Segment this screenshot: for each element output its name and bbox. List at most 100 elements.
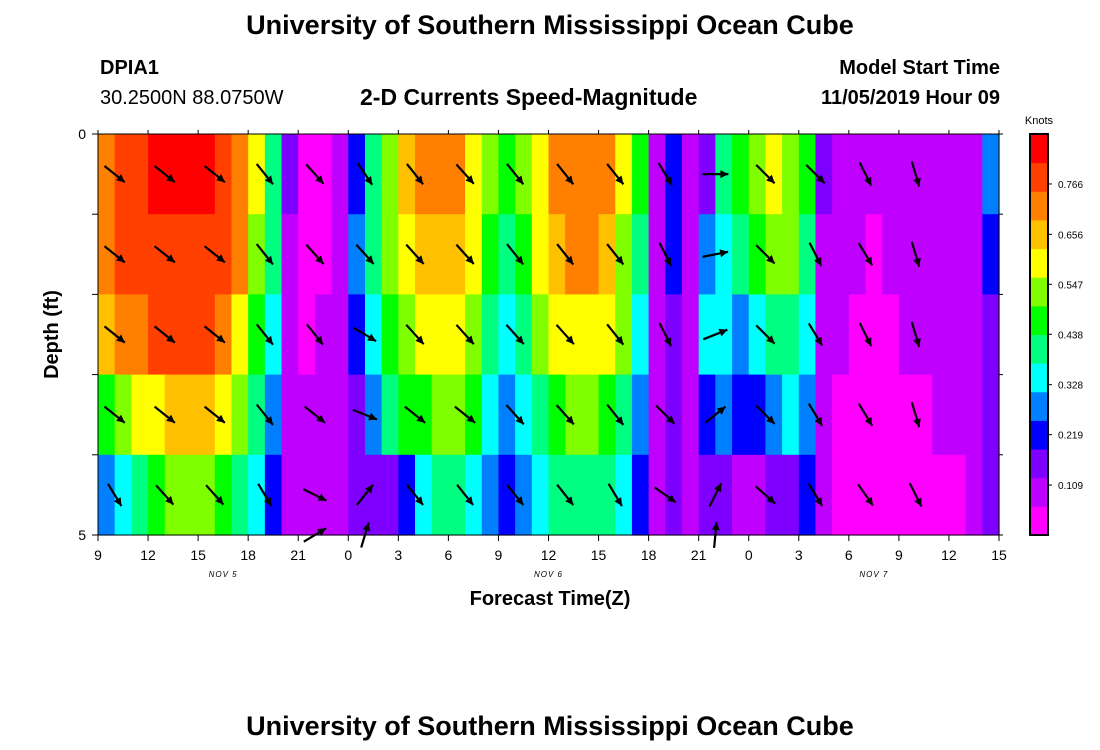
arrow-head bbox=[316, 414, 326, 423]
heatmap-cell bbox=[448, 134, 466, 215]
heatmap-cell bbox=[932, 454, 950, 536]
heatmap-cell bbox=[598, 294, 616, 376]
colorbar-swatch bbox=[1030, 477, 1048, 507]
current-arrow bbox=[702, 328, 728, 341]
heatmap-cell bbox=[765, 374, 783, 456]
heatmap-cell bbox=[131, 214, 149, 295]
current-arrow bbox=[556, 243, 575, 266]
heatmap-cell bbox=[732, 454, 750, 536]
heatmap-cell bbox=[415, 454, 433, 536]
heatmap-cell bbox=[264, 454, 283, 536]
heatmap-cell bbox=[381, 134, 399, 215]
heatmap-cell bbox=[915, 294, 933, 376]
heatmap-cell bbox=[948, 454, 967, 536]
current-arrow bbox=[702, 249, 729, 258]
heatmap-cell bbox=[331, 294, 349, 376]
heatmap-cell bbox=[281, 214, 299, 295]
heatmap-cell bbox=[431, 454, 449, 536]
arrow-head bbox=[515, 255, 524, 265]
arrow-head bbox=[264, 255, 273, 265]
heatmap-cell bbox=[531, 294, 550, 376]
x-tick-label: 0 bbox=[344, 547, 352, 563]
arrow-head bbox=[362, 522, 371, 532]
current-arrow bbox=[910, 161, 921, 187]
x-tick-label: 6 bbox=[444, 547, 452, 563]
heatmap-cell bbox=[782, 454, 800, 536]
heatmap-cell bbox=[131, 134, 149, 215]
current-arrow bbox=[404, 405, 426, 424]
heatmap-cell bbox=[298, 294, 316, 376]
heatmap-cell bbox=[882, 214, 900, 295]
heatmap-cell bbox=[131, 454, 149, 536]
heatmap-cell bbox=[198, 454, 216, 536]
heatmap-cell bbox=[381, 294, 399, 376]
current-arrow bbox=[556, 484, 575, 506]
current-arrow bbox=[454, 405, 476, 424]
heatmap-cell bbox=[98, 374, 116, 456]
heatmap-cell bbox=[398, 214, 416, 295]
heatmap-cell bbox=[898, 454, 917, 536]
heatmap-cell bbox=[681, 134, 700, 215]
current-arrow bbox=[255, 403, 274, 426]
heatmap-cell bbox=[648, 454, 666, 536]
heatmap-cell bbox=[848, 294, 867, 376]
heatmap-cell bbox=[398, 294, 416, 376]
heatmap-cell bbox=[198, 294, 216, 376]
current-arrow bbox=[353, 326, 377, 343]
current-arrow bbox=[704, 405, 727, 424]
heatmap-cell bbox=[515, 374, 533, 456]
current-arrow bbox=[255, 243, 274, 266]
colorbar-unit: Knots bbox=[1025, 115, 1054, 127]
heatmap-cell bbox=[131, 294, 149, 376]
heatmap-cell bbox=[498, 374, 516, 456]
heatmap-cell bbox=[898, 214, 917, 295]
arrow-head bbox=[415, 175, 424, 185]
heatmap-cell bbox=[948, 214, 967, 295]
current-arrow bbox=[606, 403, 625, 426]
heatmap-cell bbox=[415, 134, 433, 215]
heatmap-cell bbox=[214, 454, 233, 536]
heatmap-cell bbox=[631, 454, 650, 536]
current-arrow bbox=[910, 321, 921, 348]
heatmap-cell bbox=[882, 454, 900, 536]
arrow-head bbox=[465, 335, 474, 345]
colorbar-swatch bbox=[1030, 506, 1048, 536]
arrow-head bbox=[515, 496, 524, 506]
heatmap-cell bbox=[415, 214, 433, 295]
heatmap-cell bbox=[314, 454, 333, 536]
heatmap-cell bbox=[648, 294, 666, 376]
current-arrow bbox=[302, 488, 327, 502]
heatmap-cell bbox=[214, 294, 233, 376]
heatmap-cell bbox=[932, 374, 950, 456]
heatmap-cell bbox=[264, 294, 283, 376]
arrow-head bbox=[615, 175, 624, 185]
arrow-head bbox=[565, 415, 574, 425]
heatmap-cell bbox=[248, 454, 266, 536]
arrow-head bbox=[116, 414, 125, 423]
current-arrow bbox=[406, 163, 424, 185]
arrow-head bbox=[415, 335, 424, 345]
arrow-head bbox=[165, 495, 174, 505]
heatmap-cell bbox=[915, 134, 933, 215]
arrow-head bbox=[368, 412, 377, 421]
heatmap-cell bbox=[431, 134, 449, 215]
arrow-head bbox=[216, 414, 225, 423]
heatmap-cell bbox=[948, 374, 967, 456]
x-tick-label: 21 bbox=[691, 547, 707, 563]
heatmap-cell bbox=[815, 294, 833, 376]
heatmap-cell bbox=[765, 134, 783, 215]
arrow-head bbox=[615, 255, 624, 265]
current-arrow bbox=[203, 245, 226, 264]
heatmap-cell bbox=[782, 294, 800, 376]
heatmap-cell bbox=[398, 374, 416, 456]
heatmap-cell bbox=[631, 134, 650, 215]
station-id: DPIA1 bbox=[100, 57, 159, 79]
heatmap-cell bbox=[98, 454, 116, 536]
current-arrow bbox=[857, 242, 874, 266]
heatmap-cell bbox=[832, 214, 850, 295]
heatmap-cell bbox=[448, 374, 466, 456]
heatmap-cell bbox=[381, 374, 399, 456]
current-arrow bbox=[107, 483, 123, 507]
arrow-head bbox=[416, 414, 426, 423]
arrow-head bbox=[116, 254, 125, 263]
